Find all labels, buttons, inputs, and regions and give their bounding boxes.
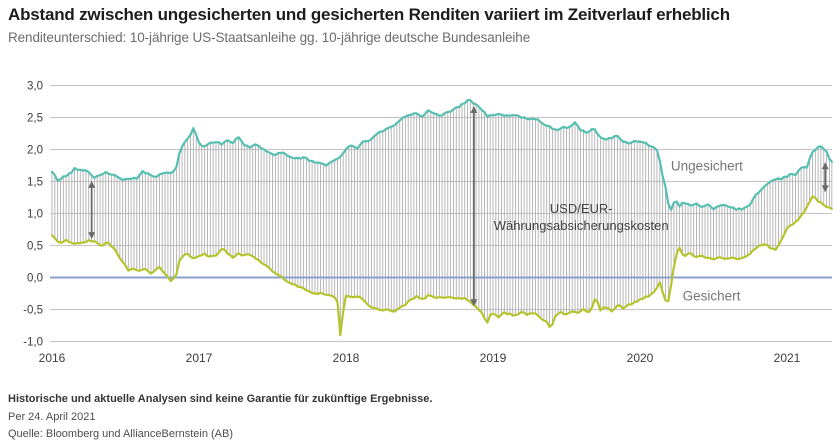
y-tick-label: 2,5 — [27, 113, 43, 125]
source-text: Quelle: Bloomberg und AllianceBernstein … — [8, 428, 234, 440]
series-line-ungesichert — [50, 98, 833, 211]
y-tick-label: 2,0 — [27, 145, 43, 157]
gap-arrow-head-down — [821, 185, 829, 193]
x-tick-label: 2019 — [480, 351, 507, 365]
y-tick-label: -0,5 — [23, 305, 43, 317]
chart-title: Abstand zwischen ungesicherten und gesic… — [8, 5, 730, 24]
y-tick-label: -1,0 — [23, 337, 43, 349]
gap-arrow-icon — [470, 105, 478, 307]
series-label: Gesichert — [683, 289, 741, 304]
chart-subtitle: Renditeunterschied: 10-jährige US-Staats… — [8, 30, 531, 45]
gap-arrow-icon — [88, 180, 96, 240]
y-tick-label: 1,5 — [27, 177, 43, 189]
y-tick-label: 1,0 — [27, 209, 43, 221]
x-tick-label: 2020 — [627, 351, 654, 365]
annotation-hedge-cost: Währungsabsicherungskosten — [494, 218, 669, 233]
x-tick-label: 2016 — [39, 351, 66, 365]
gap-arrow-head-down — [88, 232, 96, 240]
y-tick-label: 3,0 — [27, 81, 43, 93]
x-tick-label: 2021 — [774, 351, 801, 365]
gap-arrow-head-up — [821, 162, 829, 170]
gap-arrow-head-up — [88, 180, 96, 188]
hatch-fill — [51, 100, 833, 336]
series-line-gesichert — [50, 195, 833, 337]
gap-arrow-head-up — [470, 105, 478, 113]
gap-arrow-icon — [821, 162, 829, 193]
as-of-date: Per 24. April 2021 — [8, 410, 96, 423]
chart-footer: Historische und aktuelle Analysen sind k… — [8, 391, 432, 444]
series-label: Ungesichert — [671, 159, 743, 174]
gap-arrow-head-down — [470, 299, 478, 307]
x-tick-label: 2017 — [186, 351, 213, 365]
disclaimer-text: Historische und aktuelle Analysen sind k… — [8, 393, 433, 405]
annotation-hedge-cost: USD/EUR- — [550, 201, 613, 216]
x-tick-label: 2018 — [333, 351, 360, 365]
y-tick-label: 0,5 — [27, 241, 43, 253]
y-tick-label: 0,0 — [27, 273, 43, 285]
